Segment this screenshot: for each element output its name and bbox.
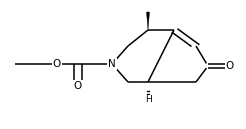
Text: O: O (226, 61, 234, 71)
Text: O: O (74, 81, 82, 91)
Polygon shape (147, 12, 150, 30)
Text: O: O (53, 59, 61, 69)
Text: H: H (145, 95, 151, 104)
Text: N: N (108, 59, 116, 69)
